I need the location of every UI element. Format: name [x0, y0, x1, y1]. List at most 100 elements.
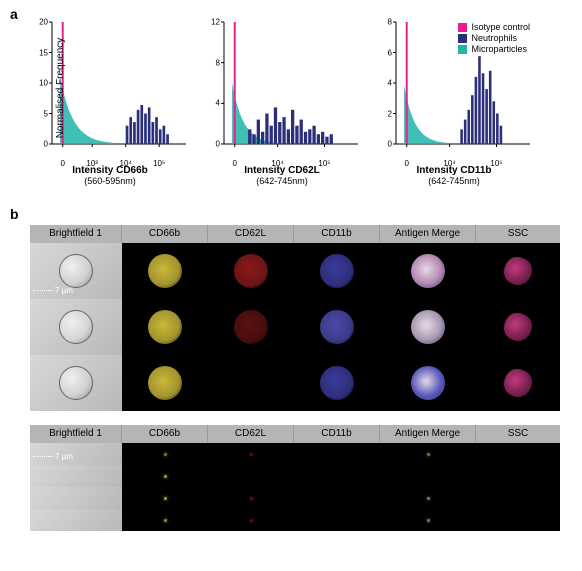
- cd11b-cell: [294, 487, 380, 509]
- ytick-label: 8: [216, 58, 220, 67]
- cd11b-cell: [294, 355, 380, 411]
- brightfield-cell: [30, 487, 122, 509]
- fluorescence-image: [148, 310, 182, 344]
- microparticle-dot: [427, 497, 430, 500]
- panel-label-a: a: [10, 6, 18, 22]
- cd66b-cell: [122, 509, 208, 531]
- brightfield-cell: [30, 355, 122, 411]
- header-cell: CD66b: [122, 225, 208, 243]
- ytick-label: 0: [216, 140, 220, 149]
- charts-row: 05101520010³10⁴10⁵Normalised FrequencyIn…: [30, 18, 534, 158]
- legend-item: Microparticles: [458, 44, 530, 54]
- fluorescence-image: [504, 313, 532, 341]
- ssc-cell: [476, 443, 560, 465]
- cd62l-cell: [208, 509, 294, 531]
- ytick-label: 10: [39, 79, 48, 88]
- ytick-label: 6: [388, 48, 392, 57]
- header-cell: SSC: [476, 425, 560, 443]
- ytick-label: 20: [39, 18, 48, 27]
- microparticle-row: [30, 509, 560, 531]
- cd62l-cell: [208, 443, 294, 465]
- brightfield-cell: 7 µm: [30, 443, 122, 465]
- ytick-label: 4: [388, 79, 392, 88]
- microparticle-row: [30, 465, 560, 487]
- header-cell: Brightfield 1: [30, 225, 122, 243]
- merge-cell: [380, 509, 476, 531]
- header-row: Brightfield 1CD66bCD62LCD11bAntigen Merg…: [30, 225, 560, 243]
- xtick-label: 10⁵: [318, 159, 330, 168]
- microparticles-panel: Microparticles Brightfield 1CD66bCD62LCD…: [30, 425, 560, 531]
- legend-label: Neutrophils: [471, 33, 517, 43]
- microparticle-dot: [164, 453, 167, 456]
- cd66b-cell: [122, 355, 208, 411]
- cd11b-cell: [294, 299, 380, 355]
- fluorescence-image: [411, 310, 445, 344]
- merge-cell: [380, 487, 476, 509]
- cell-image: [59, 254, 93, 288]
- chart-1: 04812010⁴10⁵Intensity CD62L(642-745nm): [202, 18, 362, 158]
- ssc-cell: [476, 465, 560, 487]
- cd62l-cell: [208, 355, 294, 411]
- xtick-label: 0: [404, 159, 408, 168]
- neutrophils-panel: Isolated Neutrophils Brightfield 1CD66bC…: [30, 225, 560, 411]
- xlabel: Intensity CD66b(560-595nm): [72, 165, 148, 186]
- fluorescence-image: [411, 366, 445, 400]
- cd62l-cell: [208, 243, 294, 299]
- fluorescence-image: [148, 366, 182, 400]
- legend-swatch: [458, 34, 467, 43]
- microparticle-dot: [164, 519, 167, 522]
- xlabel: Intensity CD62L(642-745nm): [244, 165, 320, 186]
- ytick-label: 15: [39, 48, 48, 57]
- legend-item: Isotype control: [458, 22, 530, 32]
- header-cell: CD66b: [122, 425, 208, 443]
- section-b: Isolated Neutrophils Brightfield 1CD66bC…: [30, 225, 560, 545]
- legend-swatch: [458, 45, 467, 54]
- fluorescence-image: [320, 254, 354, 288]
- legend-item: Neutrophils: [458, 33, 530, 43]
- brightfield-cell: [30, 465, 122, 487]
- ssc-cell: [476, 509, 560, 531]
- header-cell: CD62L: [208, 425, 294, 443]
- ylabel: Normalised Frequency: [55, 38, 66, 139]
- ssc-cell: [476, 487, 560, 509]
- xlabel: Intensity CD11b(642-745nm): [416, 165, 491, 186]
- fluorescence-image: [504, 369, 532, 397]
- microparticle-row: [30, 487, 560, 509]
- ssc-cell: [476, 355, 560, 411]
- fluorescence-image: [234, 254, 268, 288]
- ytick-label: 0: [388, 140, 392, 149]
- cd11b-cell: [294, 443, 380, 465]
- microparticle-dot: [250, 497, 253, 500]
- legend-label: Isotype control: [471, 22, 530, 32]
- cd62l-cell: [208, 465, 294, 487]
- cd62l-cell: [208, 487, 294, 509]
- header-cell: Antigen Merge: [380, 425, 476, 443]
- ytick-label: 2: [388, 109, 392, 118]
- ssc-cell: [476, 243, 560, 299]
- fluorescence-image: [234, 310, 268, 344]
- microparticle-dot: [250, 519, 253, 522]
- ytick-label: 5: [44, 109, 48, 118]
- xtick-label: 10⁵: [490, 159, 502, 168]
- cell-image: [59, 366, 93, 400]
- scale-bar: 7 µm: [33, 286, 73, 295]
- microparticle-dot: [250, 453, 253, 456]
- chart-2: 02468010⁴10⁵Intensity CD11b(642-745nm)Is…: [374, 18, 534, 158]
- fluorescence-image: [411, 254, 445, 288]
- header-cell: CD11b: [294, 425, 380, 443]
- header-row: Brightfield 1CD66bCD62LCD11bAntigen Merg…: [30, 425, 560, 443]
- merge-cell: [380, 465, 476, 487]
- cd11b-cell: [294, 509, 380, 531]
- neutrophil-row: 7 µm: [30, 243, 560, 299]
- legend: Isotype controlNeutrophilsMicroparticles: [458, 22, 530, 55]
- brightfield-cell: [30, 299, 122, 355]
- microparticle-row: 7 µm: [30, 443, 560, 465]
- neutrophil-row: [30, 355, 560, 411]
- microparticle-dot: [427, 453, 430, 456]
- merge-cell: [380, 299, 476, 355]
- ytick-label: 8: [388, 18, 392, 27]
- fluorescence-image: [148, 254, 182, 288]
- cd66b-cell: [122, 487, 208, 509]
- xtick-label: 0: [232, 159, 236, 168]
- ytick-label: 4: [216, 99, 220, 108]
